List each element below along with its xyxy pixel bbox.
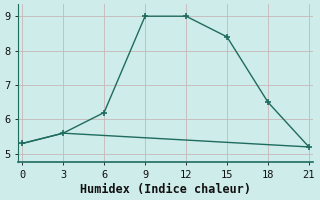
X-axis label: Humidex (Indice chaleur): Humidex (Indice chaleur)	[80, 183, 251, 196]
